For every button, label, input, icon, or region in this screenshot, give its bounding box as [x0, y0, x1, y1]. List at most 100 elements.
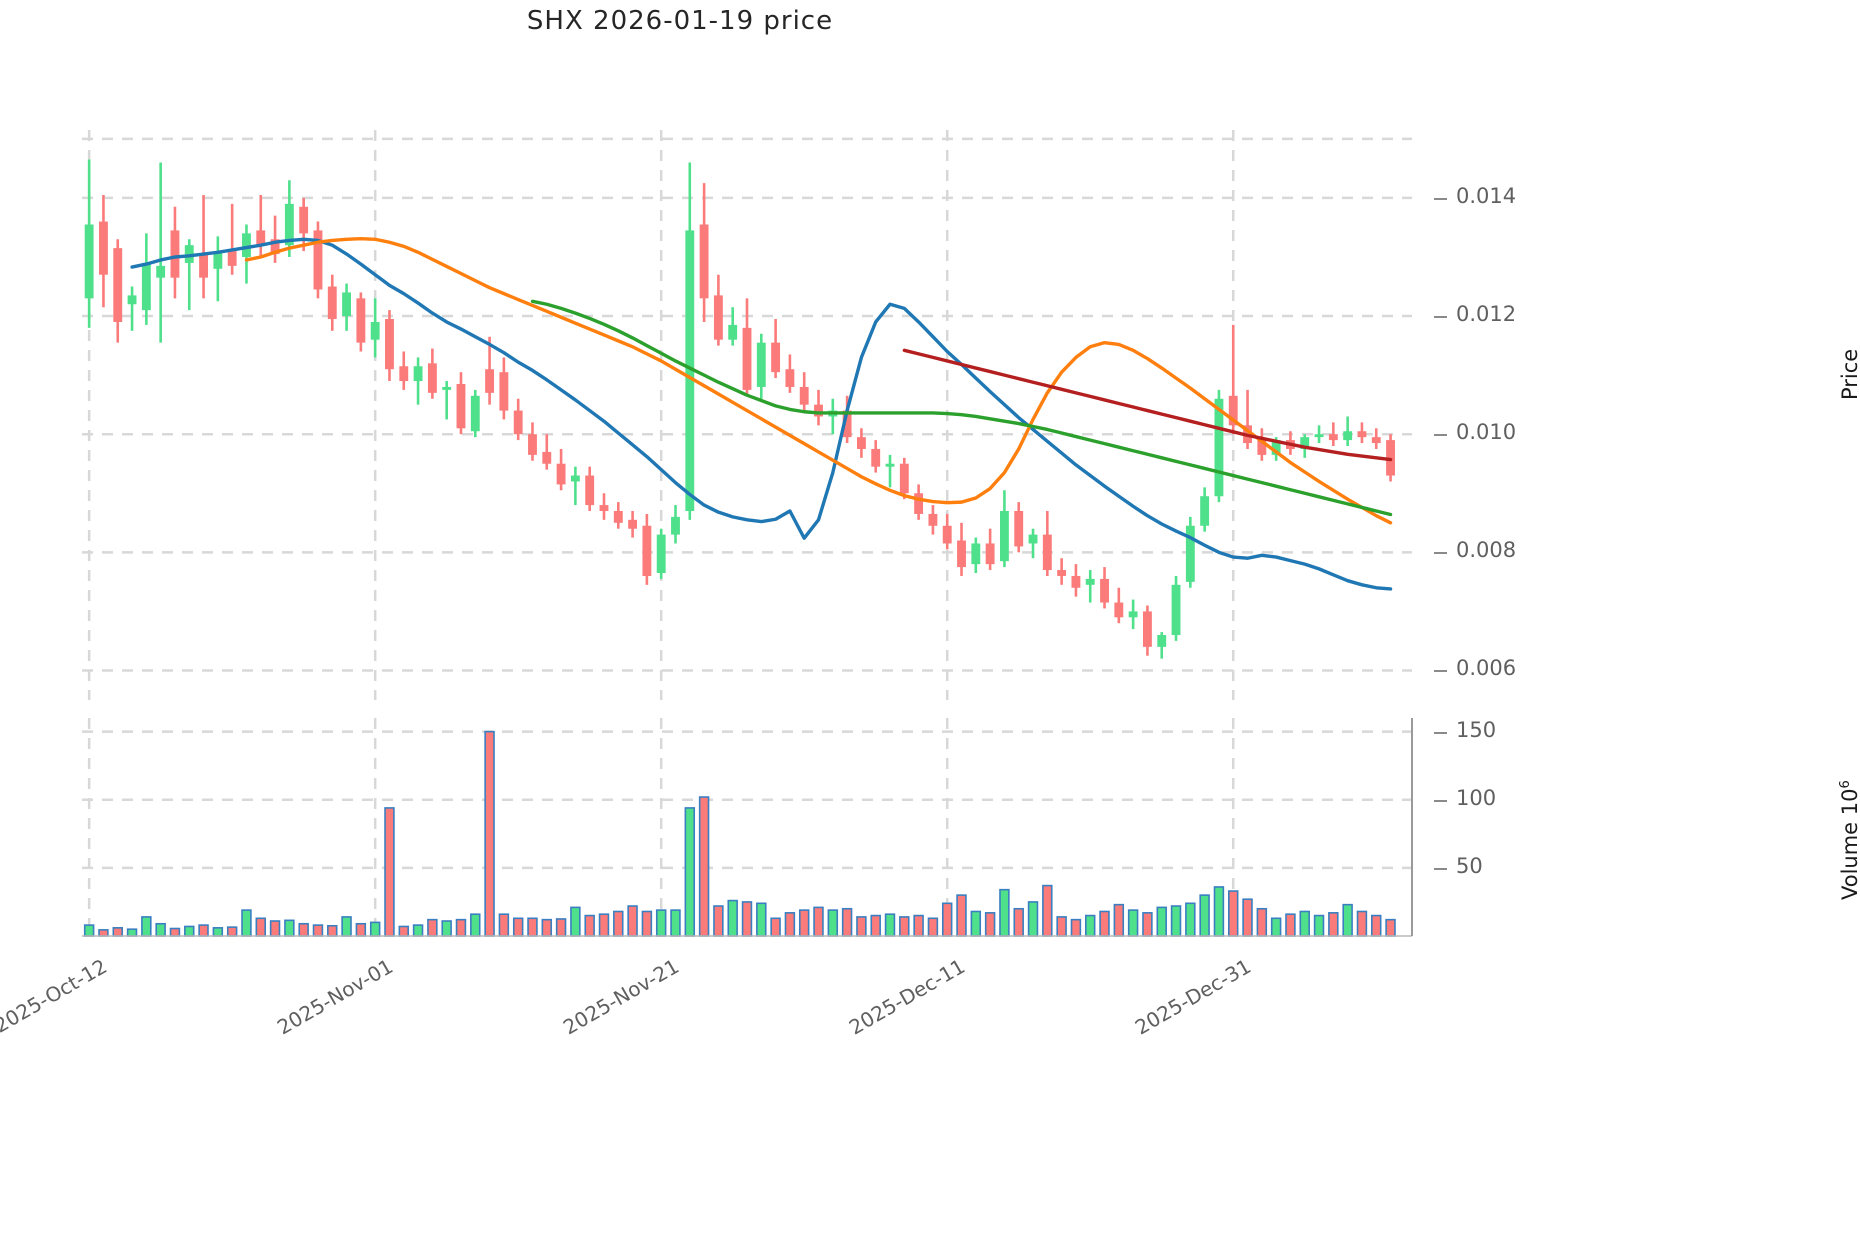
- volume-bar: [241, 909, 252, 937]
- volume-panel: [82, 718, 1413, 937]
- candle-body: [99, 221, 108, 275]
- volume-bar: [269, 920, 281, 937]
- candle-body: [1042, 534, 1052, 571]
- candlestick: [1185, 516, 1195, 588]
- candle-body: [385, 319, 394, 370]
- candlestick: [442, 381, 452, 420]
- candle-body: [1157, 635, 1167, 647]
- candlestick: [842, 395, 852, 444]
- ma-line-ma_short: [130, 237, 1393, 591]
- volume-bar: [1356, 910, 1368, 937]
- candle-body: [456, 383, 466, 429]
- volume-tick-label: 150: [1456, 717, 1497, 742]
- candle-body: [1128, 611, 1138, 618]
- candle-body: [256, 230, 266, 246]
- candle-body: [842, 410, 852, 438]
- candle-body: [771, 342, 781, 373]
- candle-body: [985, 543, 995, 565]
- chart-title: SHX 2026-01-19 price: [526, 6, 834, 36]
- volume-bar: [284, 919, 295, 937]
- candlestick: [1114, 587, 1124, 624]
- volume-bar: [713, 905, 724, 937]
- volume-bar: [741, 901, 753, 937]
- volume-bar: [1156, 906, 1167, 937]
- volume-bar: [627, 905, 638, 937]
- volume-bar: [484, 730, 495, 937]
- candle-body: [1371, 437, 1381, 444]
- volume-bar: [1285, 913, 1296, 937]
- candle-body: [928, 513, 938, 526]
- candlestick: [413, 357, 423, 405]
- volume-bar: [670, 909, 681, 937]
- candle-body: [113, 248, 123, 322]
- volume-bar: [941, 902, 953, 937]
- candlestick: [957, 522, 966, 576]
- candle-body: [1100, 578, 1109, 603]
- candlestick: [671, 505, 680, 544]
- candle-body: [1028, 534, 1038, 544]
- volume-bar: [870, 914, 881, 937]
- candle-body: [1071, 575, 1081, 588]
- candlestick: [385, 310, 394, 382]
- candle-body: [127, 295, 137, 305]
- candle-body: [1343, 431, 1353, 441]
- volume-tick-label: 100: [1456, 785, 1497, 810]
- candle-body: [427, 363, 437, 393]
- candlestick: [728, 307, 738, 346]
- volume-bar: [1127, 909, 1139, 937]
- volume-bar: [1270, 917, 1282, 937]
- candle-body: [685, 230, 695, 511]
- candlestick: [1014, 502, 1024, 553]
- candle-body: [1142, 611, 1152, 647]
- candle-body: [141, 262, 151, 311]
- volume-bar: [312, 924, 324, 937]
- volume-bar: [1113, 903, 1125, 937]
- volume-bar: [126, 928, 138, 937]
- candle-body: [957, 540, 966, 568]
- candlestick: [1371, 428, 1381, 449]
- price-tick-label: 0.006: [1456, 656, 1517, 681]
- candlestick: [1200, 487, 1210, 532]
- volume-bar: [512, 917, 524, 937]
- candle-body: [1014, 510, 1024, 547]
- candle-body: [542, 451, 552, 464]
- candlestick: [399, 351, 409, 390]
- volume-bar: [999, 888, 1010, 937]
- volume-bar: [856, 916, 867, 937]
- volume-bar: [841, 907, 853, 937]
- volume-bar: [984, 912, 996, 937]
- candle-body: [413, 366, 423, 382]
- candlestick: [327, 274, 337, 331]
- candle-body: [1357, 431, 1367, 438]
- candle-body: [914, 493, 924, 514]
- candlestick: [270, 215, 280, 263]
- candle-body: [356, 298, 366, 343]
- candlestick: [99, 194, 108, 308]
- volume-bar: [141, 916, 152, 937]
- candlestick: [256, 194, 266, 257]
- candle-body: [785, 369, 795, 387]
- candlestick: [356, 292, 366, 352]
- candlestick: [899, 457, 909, 500]
- candle-body: [856, 437, 866, 449]
- candle-body: [742, 327, 752, 390]
- candlestick: [1328, 422, 1338, 447]
- candle-body: [1328, 434, 1338, 441]
- candlestick: [1028, 528, 1038, 559]
- volume-bar: [1328, 912, 1339, 937]
- candlestick: [656, 528, 666, 579]
- candlestick: [1100, 567, 1109, 609]
- candlestick: [771, 319, 781, 379]
- ma-line-ma_xlong: [902, 348, 1393, 462]
- x-tick-label: 2025-Dec-31: [1131, 954, 1256, 1040]
- volume-bar: [1170, 905, 1182, 937]
- candlestick: [528, 422, 537, 461]
- candlestick: [313, 221, 323, 299]
- volume-tick-mark: [1434, 867, 1447, 870]
- candle-body: [1114, 602, 1124, 618]
- candle-body: [242, 233, 251, 257]
- price-tick-label: 0.014: [1456, 183, 1517, 208]
- candlestick: [613, 502, 623, 529]
- price-tick-label: 0.008: [1456, 538, 1517, 563]
- volume-bar: [913, 914, 924, 937]
